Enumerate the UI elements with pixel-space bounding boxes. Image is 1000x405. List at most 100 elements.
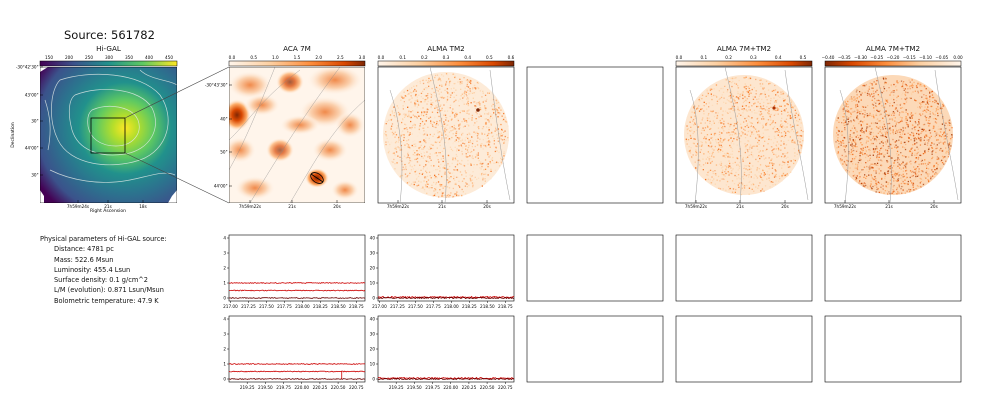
spectrum-tm2-row1-x-tick: 217.50 [408, 304, 423, 309]
spectrum-aca-row1: 0 1 2 3 4 217.00 217.25 217.50 217.75 218.00 218.2… [223, 234, 366, 309]
alma7mtm2-colorbar-tick-label: 0.1 [700, 55, 707, 60]
spectrum-tm2-row2-frame [377, 315, 515, 383]
spectrum-aca-row2-series-line [228, 378, 366, 380]
empty-image-panel [526, 66, 664, 204]
spectrum-tm2-row1-x-tick: 217.00 [372, 304, 387, 309]
aca7m-colorbar-tick-label: 1.5 [294, 55, 301, 60]
aca7m-colorbar-tick-label: 2.5 [337, 55, 344, 60]
alma7mtm2-image [675, 66, 813, 204]
spectrum-aca-row2-x-tick: 220.75 [349, 385, 364, 390]
alma7mtm2-colorbar [675, 60, 813, 67]
spectrum-tm2-row1-series-line [377, 296, 515, 300]
higal-colorbar-tick-label: 350 [125, 55, 133, 60]
spectrum-tm2-row1-x-tick: 217.75 [426, 304, 441, 309]
spectrum-aca-row2-x-tick: 219.50 [258, 385, 273, 390]
param-mass: Mass: 522.6 Msun [54, 255, 114, 264]
spectrum-aca-row1-x-tick: 218.00 [295, 304, 310, 309]
spectrum-aca-row1-x-tick: 218.50 [331, 304, 346, 309]
alma7mtm2-ra-tick: 21s [736, 204, 744, 209]
alma7mtm2-ra-tick: 7h59m22s [685, 204, 707, 209]
spectrum-tm2-row2-x-tick: 220.25 [462, 385, 477, 390]
alma7mtm2-colorbar-tick-label: 0.2 [725, 55, 732, 60]
spectrum-aca-row1-y-tick: 4 [223, 236, 226, 241]
aca7m-dec-tick: 44'00" [214, 184, 228, 189]
almatm2-image [377, 66, 515, 204]
alma7mtm2-neg-image [824, 66, 962, 204]
alma7mtm2-colorbar-tick-label: 0.4 [775, 55, 782, 60]
aca7m-colorbar-ticks: 0.0 0.5 1.0 1.5 2.0 2.5 3.0 [229, 55, 366, 60]
params-header: Physical parameters of Hi-GAL source: [40, 235, 167, 243]
page-title: Source: 561782 [64, 28, 155, 42]
spectrum-aca-row1-y-tick: 0 [223, 296, 226, 301]
higal-title: Hi-GAL [96, 44, 121, 53]
alma7mtm2-neg-colorbar-tick-label: −0.10 [919, 55, 932, 60]
higal-colorbar-tick-label: 150 [45, 55, 53, 60]
higal-image [40, 67, 177, 203]
alma7mtm2-ra-tick: 20s [781, 204, 789, 209]
higal-xlabel: Right Ascension [90, 208, 126, 214]
spectrum-tm2-row1-y-tick: 30 [370, 251, 376, 256]
alma7mtm2-colorbar-tick-label: 0.5 [800, 55, 807, 60]
alma7mtm2-neg-colorbar-tick-label: −0.05 [935, 55, 948, 60]
aca7m-image [229, 67, 365, 203]
param-surface-density: Surface density: 0.1 g/cm^2 [54, 276, 148, 285]
alma7mtm2-neg-title: ALMA 7M+TM2 [865, 44, 921, 53]
alma7mtm2-neg-axes: 7h59m22s 21s 20s [834, 200, 938, 209]
spectrum-tm2-row1-x-tick: 218.25 [462, 304, 477, 309]
spectrum-aca-row1-y-tick: 3 [223, 251, 226, 256]
higal-ra-tick: 7h59m24s [67, 204, 89, 209]
spectrum-tm2-row2-x-tick: 219.25 [389, 385, 404, 390]
alma7mtm2-neg-ra-tick: 20s [930, 204, 938, 209]
alma7mtm2-colorbar-tick-label: 0.0 [676, 55, 683, 60]
almatm2-colorbar [377, 60, 515, 67]
alma7mtm2-neg-colorbar-tick-label: −0.35 [838, 55, 851, 60]
spectrum-aca-row1-x-tick: 217.25 [241, 304, 256, 309]
higal-axes: 7h59m24s 21s 18s -30°42'30" 43'00" 30" 44'00" 3… [16, 65, 147, 210]
spectrum-tm2-row2-y-tick: 40 [370, 317, 376, 322]
higal-colorbar-tick-label: 250 [85, 55, 93, 60]
spectrum-tm2-row2-x-tick: 219.50 [407, 385, 422, 390]
spectrum-tm2-row2-y-tick: 20 [370, 347, 376, 352]
almatm2-colorbar-tick-label: 0.2 [421, 55, 428, 60]
alma7mtm2-axes: 7h59m22s 21s 20s [685, 200, 789, 209]
almatm2-colorbar-tick-label: 0.6 [508, 55, 515, 60]
spectrum-aca-row2-y-tick: 4 [223, 317, 226, 322]
higal-dec-tick: -30°42'30" [16, 65, 39, 70]
param-tbol: Bolometric temperature: 47.9 K [54, 296, 159, 305]
alma7mtm2-neg-colorbar-tick-label: −0.20 [887, 55, 900, 60]
alma7mtm2-neg-ra-tick: 21s [885, 204, 893, 209]
alma7mtm2-colorbar-ticks: 0.0 0.1 0.2 0.3 0.4 0.5 [676, 55, 807, 60]
spectrum-aca-row2: 0 1 2 3 4 219.25 219.50 219.75 220.00 220.25 220.5… [223, 315, 366, 390]
spectrum-aca-row2-x-tick: 220.00 [294, 385, 309, 390]
aca7m-dec-tick: -30°43'30" [205, 83, 228, 88]
almatm2-ra-tick: 21s [438, 204, 446, 209]
spectrum-aca-row2-x-tick: 220.50 [331, 385, 346, 390]
almatm2-colorbar-tick-label: 0.1 [399, 55, 406, 60]
higal-dec-tick: 30" [31, 173, 38, 178]
alma7mtm2-neg-colorbar [824, 60, 962, 67]
higal-colorbar-tick-label: 200 [65, 55, 73, 60]
spectrum-tm2-row1-x-tick: 218.75 [498, 304, 513, 309]
spectrum-aca-row1-series-line [228, 289, 366, 292]
spectrum-aca-row2-x-tick: 219.25 [240, 385, 255, 390]
aca7m-colorbar [228, 60, 366, 67]
spectrum-aca-row2-x-tick: 219.75 [276, 385, 291, 390]
alma7mtm2-colorbar-tick-label: 0.3 [750, 55, 757, 60]
spectrum-tm2-row1-y-tick: 10 [370, 281, 376, 286]
param-distance: Distance: 4781 pc [54, 245, 114, 254]
aca7m-colorbar-tick-label: 1.0 [272, 55, 279, 60]
param-luminosity: Luminosity: 455.4 Lsun [54, 265, 131, 274]
spectrum-tm2-row2-x-tick: 219.75 [425, 385, 440, 390]
almatm2-colorbar-tick-label: 0.4 [464, 55, 471, 60]
spectrum-aca-row1-series-line [228, 297, 366, 299]
higal-colorbar [39, 60, 178, 67]
alma7mtm2-title: ALMA 7M+TM2 [716, 44, 772, 53]
spectrum-aca-row1-x-tick: 217.50 [259, 304, 274, 309]
alma7mtm2-neg-ra-tick: 7h59m22s [834, 204, 856, 209]
aca7m-dec-tick: 40" [220, 117, 227, 122]
aca7m-colorbar-tick-label: 0.0 [229, 55, 236, 60]
alma7mtm2-neg-colorbar-tick-label: −0.25 [870, 55, 883, 60]
